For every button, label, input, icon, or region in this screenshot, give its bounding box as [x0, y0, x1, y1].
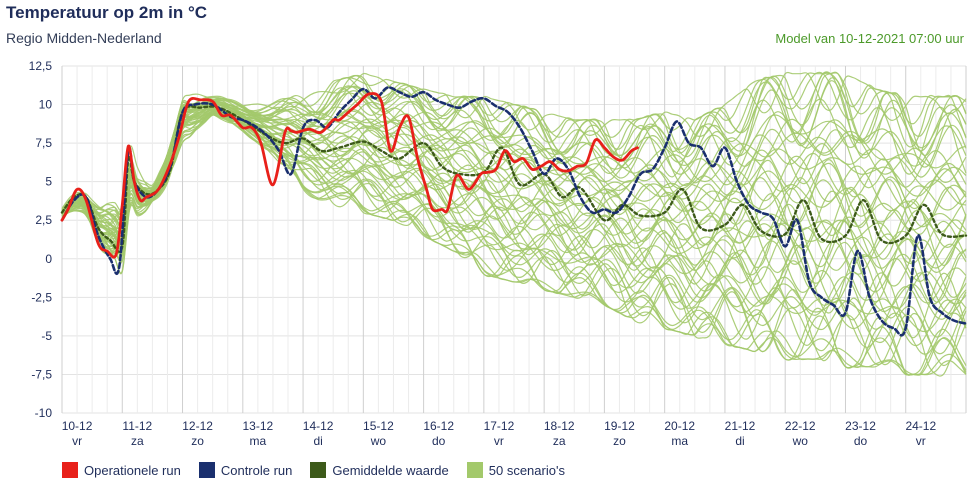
x-tick-date: 11-12: [122, 419, 152, 433]
y-tick-label: 7,5: [35, 136, 52, 150]
x-tick-day: ma: [250, 434, 267, 448]
x-tick-day: zo: [613, 434, 626, 448]
model-info: Model van 10-12-2021 07:00 uur: [775, 31, 964, 46]
x-tick-day: za: [553, 434, 566, 448]
axis-labels: 12,5107,552,50-2,5-5-7,5-1010-12vr11-12z…: [29, 59, 937, 448]
x-tick-date: 18-12: [544, 419, 575, 433]
legend-label-mean: Gemiddelde waarde: [332, 462, 449, 478]
legend-item-scenarios[interactable]: 50 scenario's: [466, 462, 565, 478]
scenario-line: [61, 112, 967, 338]
x-tick-day: za: [131, 434, 144, 448]
x-tick-date: 19-12: [604, 419, 635, 433]
mean-line: [60, 105, 968, 253]
scenario-line: [61, 109, 967, 273]
y-tick-label: -10: [35, 406, 53, 420]
x-tick-day: do: [432, 434, 446, 448]
series-lines: [60, 86, 968, 337]
x-tick-date: 22-12: [785, 419, 816, 433]
x-tick-date: 16-12: [423, 419, 454, 433]
y-tick-label: 2,5: [35, 213, 52, 227]
x-tick-day: wo: [370, 434, 387, 448]
legend-swatch-scenarios: [466, 462, 483, 478]
x-tick-date: 10-12: [62, 419, 93, 433]
legend-swatch-operational: [62, 462, 78, 478]
x-tick-date: 24-12: [905, 419, 936, 433]
chart-subtitle: Regio Midden-Nederland: [6, 30, 162, 46]
y-tick-label: 5: [45, 175, 52, 189]
x-tick-day: ma: [671, 434, 688, 448]
chart-title: Temperatuur op 2m in °C: [6, 3, 208, 22]
x-tick-date: 12-12: [182, 419, 213, 433]
x-tick-day: di: [735, 434, 744, 448]
x-tick-date: 13-12: [243, 419, 274, 433]
x-tick-date: 23-12: [845, 419, 876, 433]
legend-swatch-control: [198, 462, 215, 478]
x-tick-day: vr: [494, 434, 504, 448]
scenario-line: [61, 113, 967, 367]
legend-item-operational[interactable]: Operationele run: [62, 462, 181, 478]
x-tick-day: di: [313, 434, 322, 448]
y-tick-label: -5: [41, 329, 52, 343]
y-tick-label: 12,5: [29, 59, 53, 73]
x-tick-date: 20-12: [664, 419, 695, 433]
x-tick-date: 21-12: [725, 419, 756, 433]
legend: Operationele run Controle run Gemiddelde…: [62, 462, 565, 478]
legend-label-control: Controle run: [220, 462, 293, 478]
control-run-line: [60, 86, 968, 337]
operational-run-line: [60, 92, 639, 259]
temperature-chart: 12,5107,552,50-2,5-5-7,5-1010-12vr11-12z…: [29, 59, 968, 448]
x-tick-day: do: [854, 434, 868, 448]
y-tick-label: -2,5: [31, 290, 52, 304]
x-tick-day: zo: [191, 434, 204, 448]
x-tick-day: wo: [792, 434, 809, 448]
x-tick-day: vr: [72, 434, 82, 448]
legend-item-mean[interactable]: Gemiddelde waarde: [310, 462, 449, 478]
y-tick-label: 10: [39, 98, 53, 112]
legend-item-control[interactable]: Controle run: [198, 462, 293, 478]
scenario-line: [61, 110, 967, 305]
scenario-line: [61, 71, 967, 227]
scenario-line: [61, 108, 967, 266]
x-tick-date: 14-12: [303, 419, 334, 433]
legend-swatch-mean: [310, 462, 327, 478]
legend-label-scenarios: 50 scenario's: [488, 462, 565, 478]
x-tick-date: 15-12: [363, 419, 394, 433]
scenario-line: [61, 72, 967, 228]
legend-label-operational: Operationele run: [84, 462, 181, 478]
x-tick-day: vr: [916, 434, 926, 448]
y-tick-label: 0: [45, 252, 52, 266]
scenario-line: [61, 111, 967, 303]
x-tick-date: 17-12: [484, 419, 515, 433]
y-tick-label: -7,5: [31, 367, 52, 381]
